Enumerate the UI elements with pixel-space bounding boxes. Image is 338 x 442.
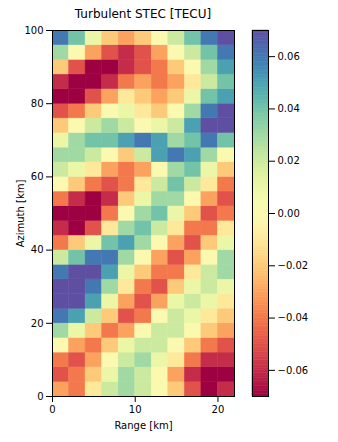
svg-text:10: 10 [129, 404, 142, 415]
svg-text:0.00: 0.00 [278, 208, 300, 219]
svg-text:60: 60 [31, 171, 44, 182]
svg-text:0.04: 0.04 [278, 103, 300, 114]
html-text:Turbulent STEC [TECU]: Turbulent STEC [TECU] [74, 7, 212, 21]
svg-text:Range [km]: Range [km] [114, 420, 172, 431]
svg-text:−0.06: −0.06 [278, 365, 309, 376]
svg-text:0: 0 [49, 404, 55, 415]
svg-text:0.06: 0.06 [278, 51, 300, 62]
svg-text:−0.02: −0.02 [278, 260, 309, 271]
svg-text:0: 0 [37, 391, 43, 402]
svg-text:80: 80 [31, 98, 44, 109]
svg-text:100: 100 [24, 25, 43, 36]
svg-text:20: 20 [212, 404, 225, 415]
svg-text:40: 40 [31, 244, 44, 255]
svg-text:−0.04: −0.04 [278, 312, 309, 323]
svg-text:0.02: 0.02 [278, 155, 300, 166]
svg-text:Azimuth [km]: Azimuth [km] [15, 180, 26, 248]
svg-text:20: 20 [31, 318, 44, 329]
